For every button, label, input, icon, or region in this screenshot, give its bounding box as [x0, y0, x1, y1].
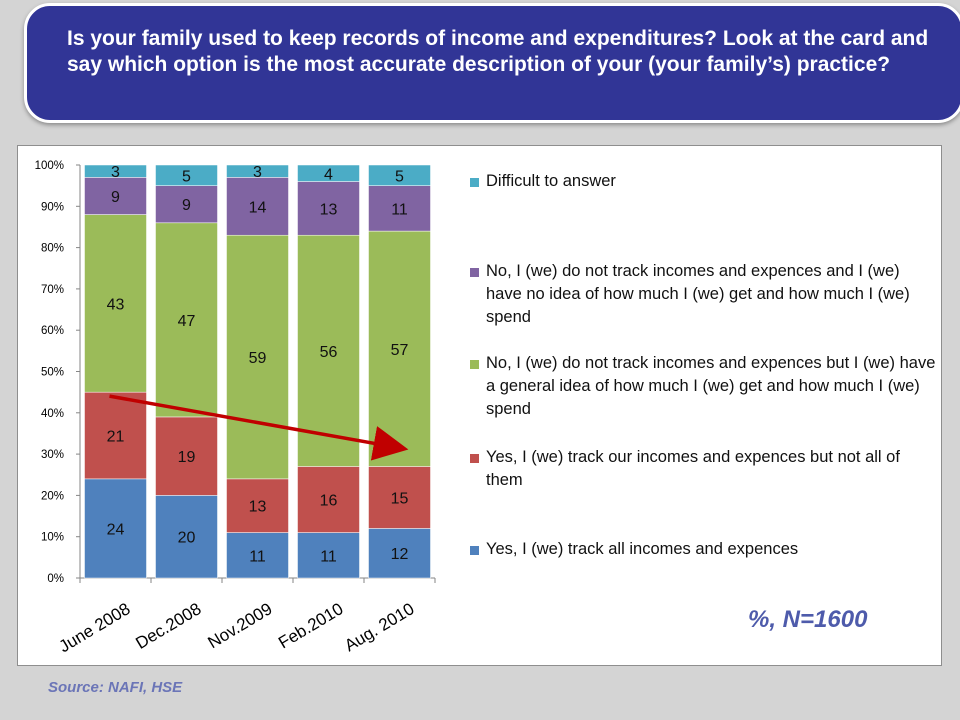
y-tick-label: 50% [41, 367, 64, 379]
bar-segment [84, 391, 147, 480]
data-label: 3 [111, 164, 120, 181]
bar-segment [297, 466, 360, 533]
legend-swatch [470, 546, 479, 555]
x-tick-label: Nov.2009 [204, 599, 275, 652]
data-label: 20 [178, 530, 196, 547]
bar-segment [155, 416, 218, 496]
y-tick-label: 40% [41, 408, 64, 420]
x-tick-label: Dec.2008 [132, 599, 204, 653]
data-label: 21 [107, 429, 125, 446]
legend-swatch [470, 454, 479, 463]
data-label: 11 [320, 548, 337, 565]
bar-segment [84, 177, 147, 215]
legend-label: No, I (we) do not track incomes and expe… [486, 354, 936, 418]
x-tick-label: Feb.2010 [275, 599, 346, 652]
bar-segment [84, 214, 147, 393]
bar-segment [368, 528, 431, 579]
data-label: 13 [320, 201, 338, 218]
y-tick-label: 100% [35, 160, 64, 172]
data-label: 19 [178, 449, 196, 466]
bar-segment [84, 164, 147, 178]
y-tick-label: 80% [41, 243, 64, 255]
bar-segment [155, 495, 218, 579]
bar-segment [155, 222, 218, 418]
y-tick-label: 0% [47, 573, 64, 585]
legend-label: Difficult to answer [486, 172, 616, 190]
slide-title: Is your family used to keep records of i… [67, 27, 929, 76]
legend-swatch [470, 178, 479, 187]
data-label: 9 [182, 197, 191, 214]
data-label: 56 [320, 344, 338, 361]
legend-swatch [470, 268, 479, 277]
bar-segment [297, 234, 360, 467]
bar-segment [368, 466, 431, 529]
data-label: 15 [391, 490, 409, 507]
data-label: 16 [320, 493, 338, 510]
y-tick-label: 20% [41, 490, 64, 502]
bar-segment [226, 478, 289, 533]
bar-segment [155, 185, 218, 224]
data-label: 5 [395, 168, 404, 185]
title-banner: Is your family used to keep records of i… [24, 3, 960, 123]
data-label: 4 [324, 166, 333, 183]
data-label: 11 [249, 548, 266, 565]
source-text: Source: NAFI, HSE [48, 679, 183, 696]
y-tick-label: 90% [41, 201, 64, 213]
legend-swatch [470, 360, 479, 369]
data-label: 47 [178, 313, 196, 330]
sample-note: %, N=1600 [748, 606, 868, 633]
bar-segment [226, 532, 289, 579]
data-label: 12 [391, 546, 409, 563]
bar-segment [226, 164, 289, 178]
legend-label: Yes, I (we) track all incomes and expenc… [486, 540, 799, 558]
data-label: 59 [249, 350, 267, 367]
x-tick-label: Aug. 2010 [341, 599, 417, 655]
bar-segment [297, 532, 360, 579]
data-label: 11 [391, 201, 408, 218]
data-label: 24 [107, 521, 125, 538]
trend-arrow [109, 394, 409, 461]
y-tick-label: 60% [41, 325, 64, 337]
x-tick-label: June 2008 [56, 599, 134, 656]
bar-segment [226, 234, 289, 480]
y-tick-label: 70% [41, 284, 64, 296]
data-label: 5 [182, 168, 191, 185]
bar-segment [297, 164, 360, 182]
y-tick-label: 30% [41, 449, 64, 461]
data-label: 3 [253, 164, 262, 181]
bar-segment [155, 164, 218, 186]
y-tick-label: 10% [41, 532, 64, 544]
legend-label: No, I (we) do not track incomes and expe… [486, 262, 910, 326]
data-label: 13 [249, 499, 267, 516]
bar-segment [297, 181, 360, 236]
data-label: 9 [111, 189, 120, 206]
data-label: 14 [249, 199, 267, 216]
data-label: 43 [107, 296, 125, 313]
data-label: 57 [391, 342, 409, 359]
bar-segment [84, 478, 147, 579]
bar-segment [226, 177, 289, 236]
bar-segment [368, 164, 431, 186]
legend-label: Yes, I (we) track our incomes and expenc… [486, 448, 900, 489]
